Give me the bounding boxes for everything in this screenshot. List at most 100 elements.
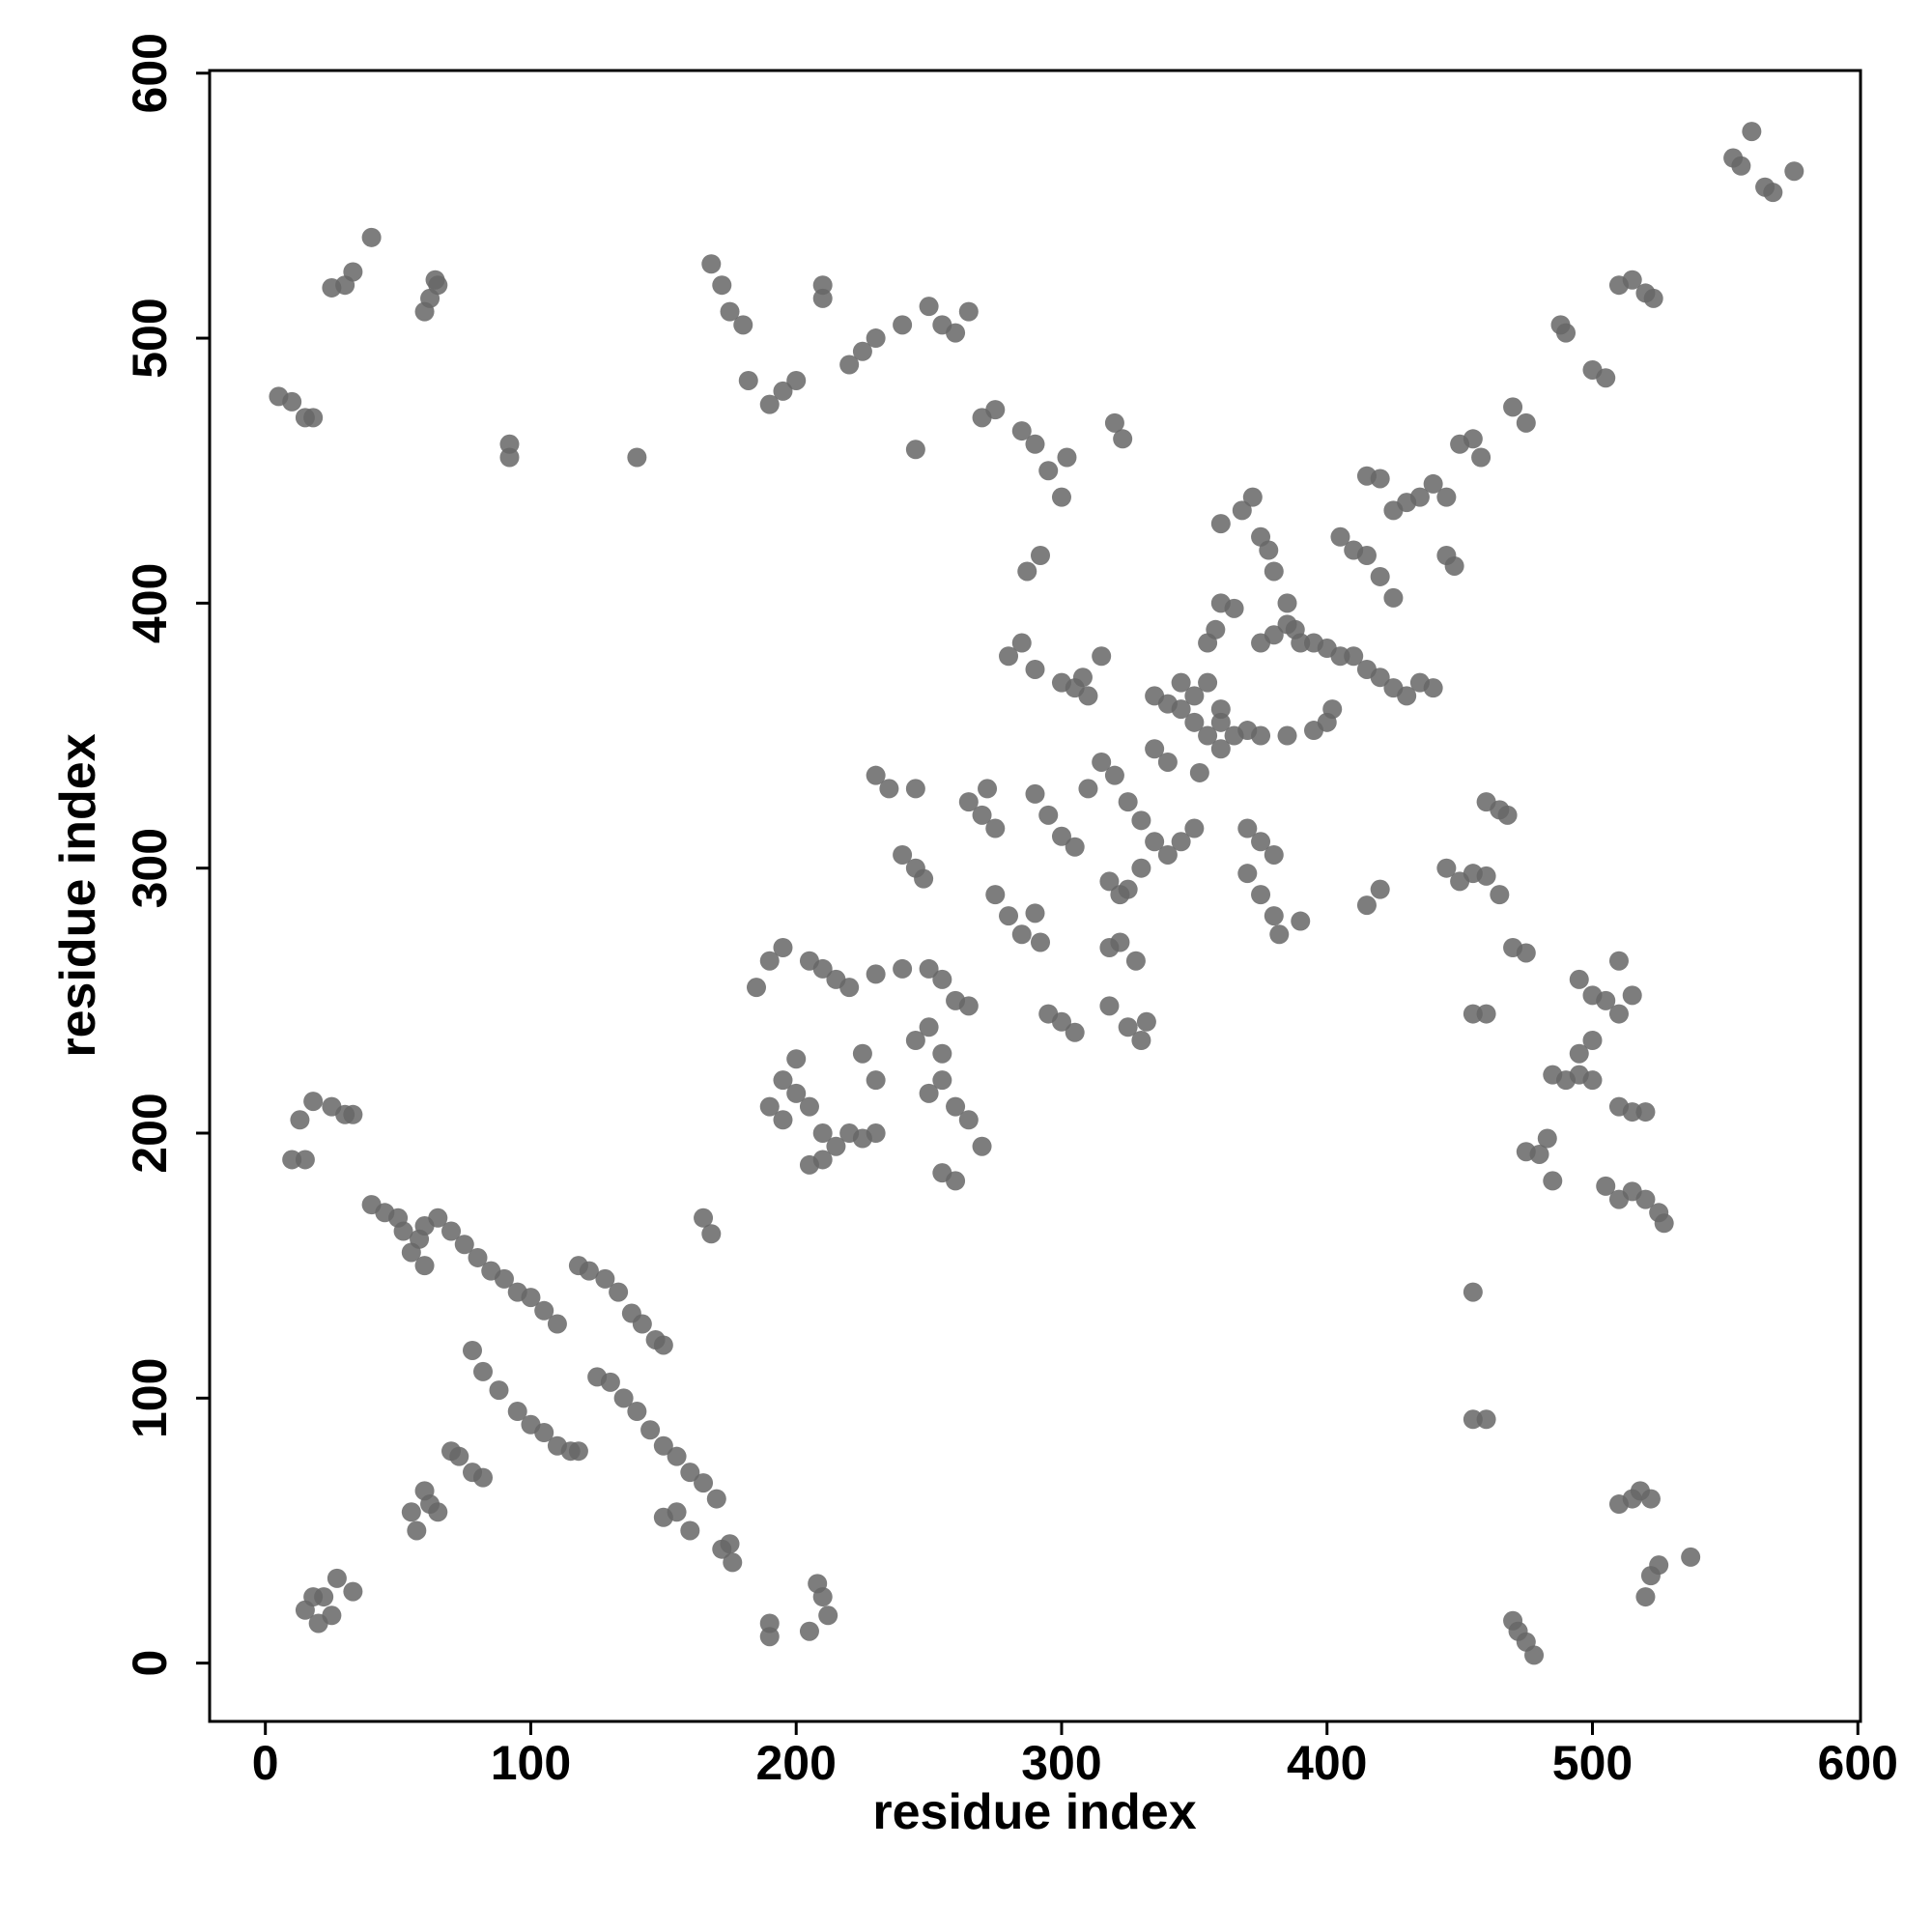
point — [1072, 668, 1093, 688]
point — [1654, 1213, 1674, 1234]
point — [1189, 762, 1209, 782]
point — [393, 1221, 413, 1241]
point — [1011, 421, 1032, 441]
point — [428, 1208, 448, 1228]
point — [893, 958, 913, 979]
point — [812, 1123, 833, 1144]
point — [1038, 461, 1059, 481]
point — [958, 301, 979, 322]
point — [905, 1031, 925, 1051]
point — [799, 1621, 819, 1641]
point — [1322, 699, 1343, 720]
point — [946, 323, 966, 343]
point — [773, 1110, 793, 1130]
point — [839, 355, 860, 375]
point — [1622, 1102, 1642, 1122]
point — [1251, 832, 1271, 852]
point — [919, 1083, 939, 1103]
point — [1025, 783, 1045, 804]
point — [759, 951, 780, 971]
point — [361, 227, 382, 247]
point — [893, 844, 913, 865]
point — [1038, 805, 1059, 825]
point — [1171, 832, 1191, 852]
point — [322, 1605, 342, 1626]
point — [1370, 566, 1390, 586]
point — [327, 1568, 347, 1588]
point — [701, 1224, 722, 1244]
point — [507, 1402, 527, 1422]
point — [1224, 598, 1244, 618]
point — [1543, 1171, 1563, 1191]
point — [449, 1446, 469, 1466]
point — [759, 1096, 780, 1117]
point — [1490, 885, 1510, 905]
point — [799, 1096, 819, 1117]
point — [701, 254, 722, 274]
point — [282, 1150, 302, 1170]
point — [759, 394, 780, 414]
point — [521, 1288, 541, 1308]
point — [852, 1043, 872, 1064]
point — [1277, 593, 1297, 613]
point — [1051, 487, 1071, 507]
point — [999, 646, 1019, 667]
point — [609, 1282, 629, 1302]
point — [1291, 911, 1311, 931]
point — [1078, 686, 1098, 706]
point — [958, 1110, 979, 1130]
point — [680, 1520, 700, 1541]
point — [1436, 858, 1457, 878]
point — [733, 315, 753, 335]
point — [667, 1502, 687, 1522]
point — [818, 1605, 838, 1626]
point — [1118, 792, 1138, 812]
point — [1516, 943, 1536, 963]
point — [747, 978, 767, 998]
point — [410, 1229, 430, 1249]
point — [1569, 1043, 1589, 1064]
point — [1099, 996, 1120, 1016]
point — [1051, 1011, 1071, 1032]
point — [812, 958, 833, 979]
point — [303, 408, 324, 428]
point — [1370, 668, 1390, 688]
y-axis-label: residue index — [50, 733, 106, 1057]
point — [905, 779, 925, 799]
point — [653, 1335, 673, 1355]
point — [1383, 587, 1404, 608]
point — [866, 1070, 886, 1091]
point — [1051, 826, 1071, 846]
point — [985, 885, 1006, 905]
point — [473, 1467, 494, 1488]
point — [1370, 469, 1390, 489]
point — [1025, 659, 1045, 679]
point — [1264, 625, 1284, 645]
point — [1131, 858, 1151, 878]
point — [1210, 712, 1231, 732]
point — [723, 1552, 743, 1573]
point — [1025, 903, 1045, 923]
point — [1030, 546, 1050, 566]
point — [1397, 686, 1417, 706]
point — [1503, 397, 1523, 417]
point — [1640, 1489, 1661, 1509]
point — [653, 1435, 673, 1456]
point — [866, 1123, 886, 1144]
point — [1157, 694, 1178, 714]
point — [972, 1136, 992, 1156]
point — [1210, 699, 1231, 720]
point — [812, 288, 833, 308]
point — [932, 1043, 952, 1064]
point — [786, 370, 807, 390]
point — [1259, 540, 1279, 560]
y-tick-label: 100 — [123, 1358, 177, 1438]
plot-frame — [208, 69, 1862, 1723]
point — [1210, 739, 1231, 759]
point — [1184, 818, 1205, 838]
point — [773, 1070, 793, 1091]
point — [712, 1539, 732, 1559]
point — [786, 1049, 807, 1069]
point — [1463, 1282, 1483, 1302]
